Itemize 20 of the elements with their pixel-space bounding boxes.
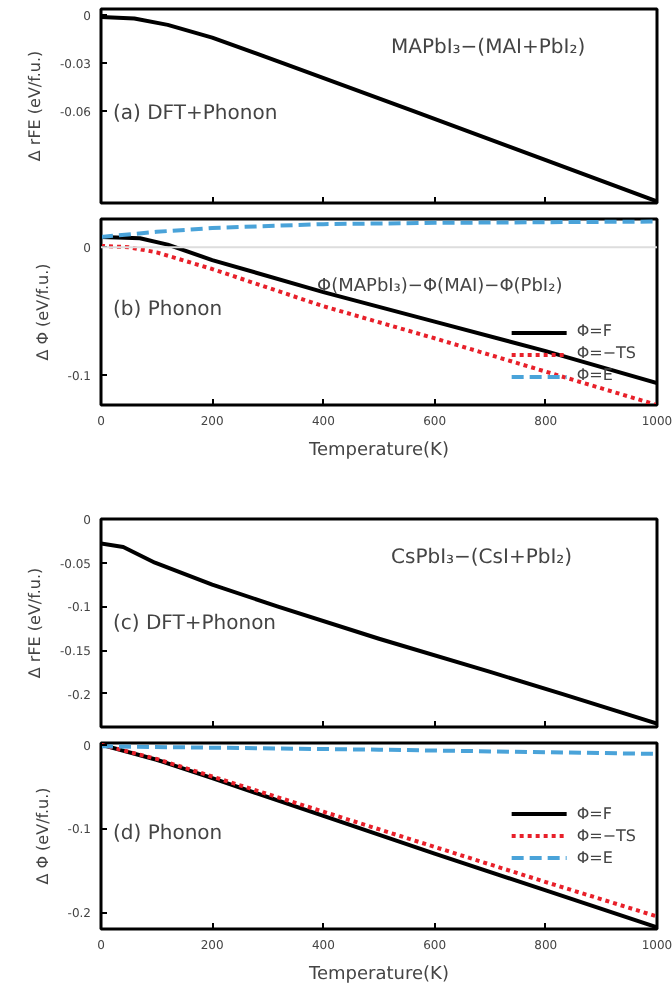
legend-label: Φ=E	[576, 366, 615, 384]
annotation: (c) DFT+Phonon	[113, 613, 277, 635]
y-axis-title: Δ Φ (eV/f.u.)	[33, 787, 52, 885]
legend-label: Φ=F	[576, 322, 614, 340]
annotation: CsPbI₃−(CsI+PbI₂)	[391, 547, 573, 569]
legend-label: Φ=−TS	[576, 826, 636, 844]
legend-label: Φ=−TS	[576, 344, 636, 362]
line-series	[101, 219, 657, 239]
legend-label: Φ=F	[576, 804, 614, 822]
annotation: Φ(MAPbI₃)−Φ(MAI)−Φ(PbI₂)	[317, 277, 563, 297]
y-axis-title: Δ rFE (eV/f.u.)	[25, 567, 44, 679]
x-axis-title: Temperature(K)	[307, 965, 449, 985]
legend-label: Φ=E	[576, 848, 615, 866]
annotation: (b) Phonon	[113, 299, 223, 321]
y-axis-title: Δ Φ (eV/f.u.)	[33, 263, 52, 361]
x-axis-title: Temperature(K)	[307, 441, 449, 461]
annotation: (a) DFT+Phonon	[113, 103, 278, 125]
annotation: MAPbI₃−(MAI+PbI₂)	[391, 37, 586, 59]
annotation: (d) Phonon	[113, 823, 223, 845]
y-axis-title: Δ rFE (eV/f.u.)	[25, 50, 44, 162]
